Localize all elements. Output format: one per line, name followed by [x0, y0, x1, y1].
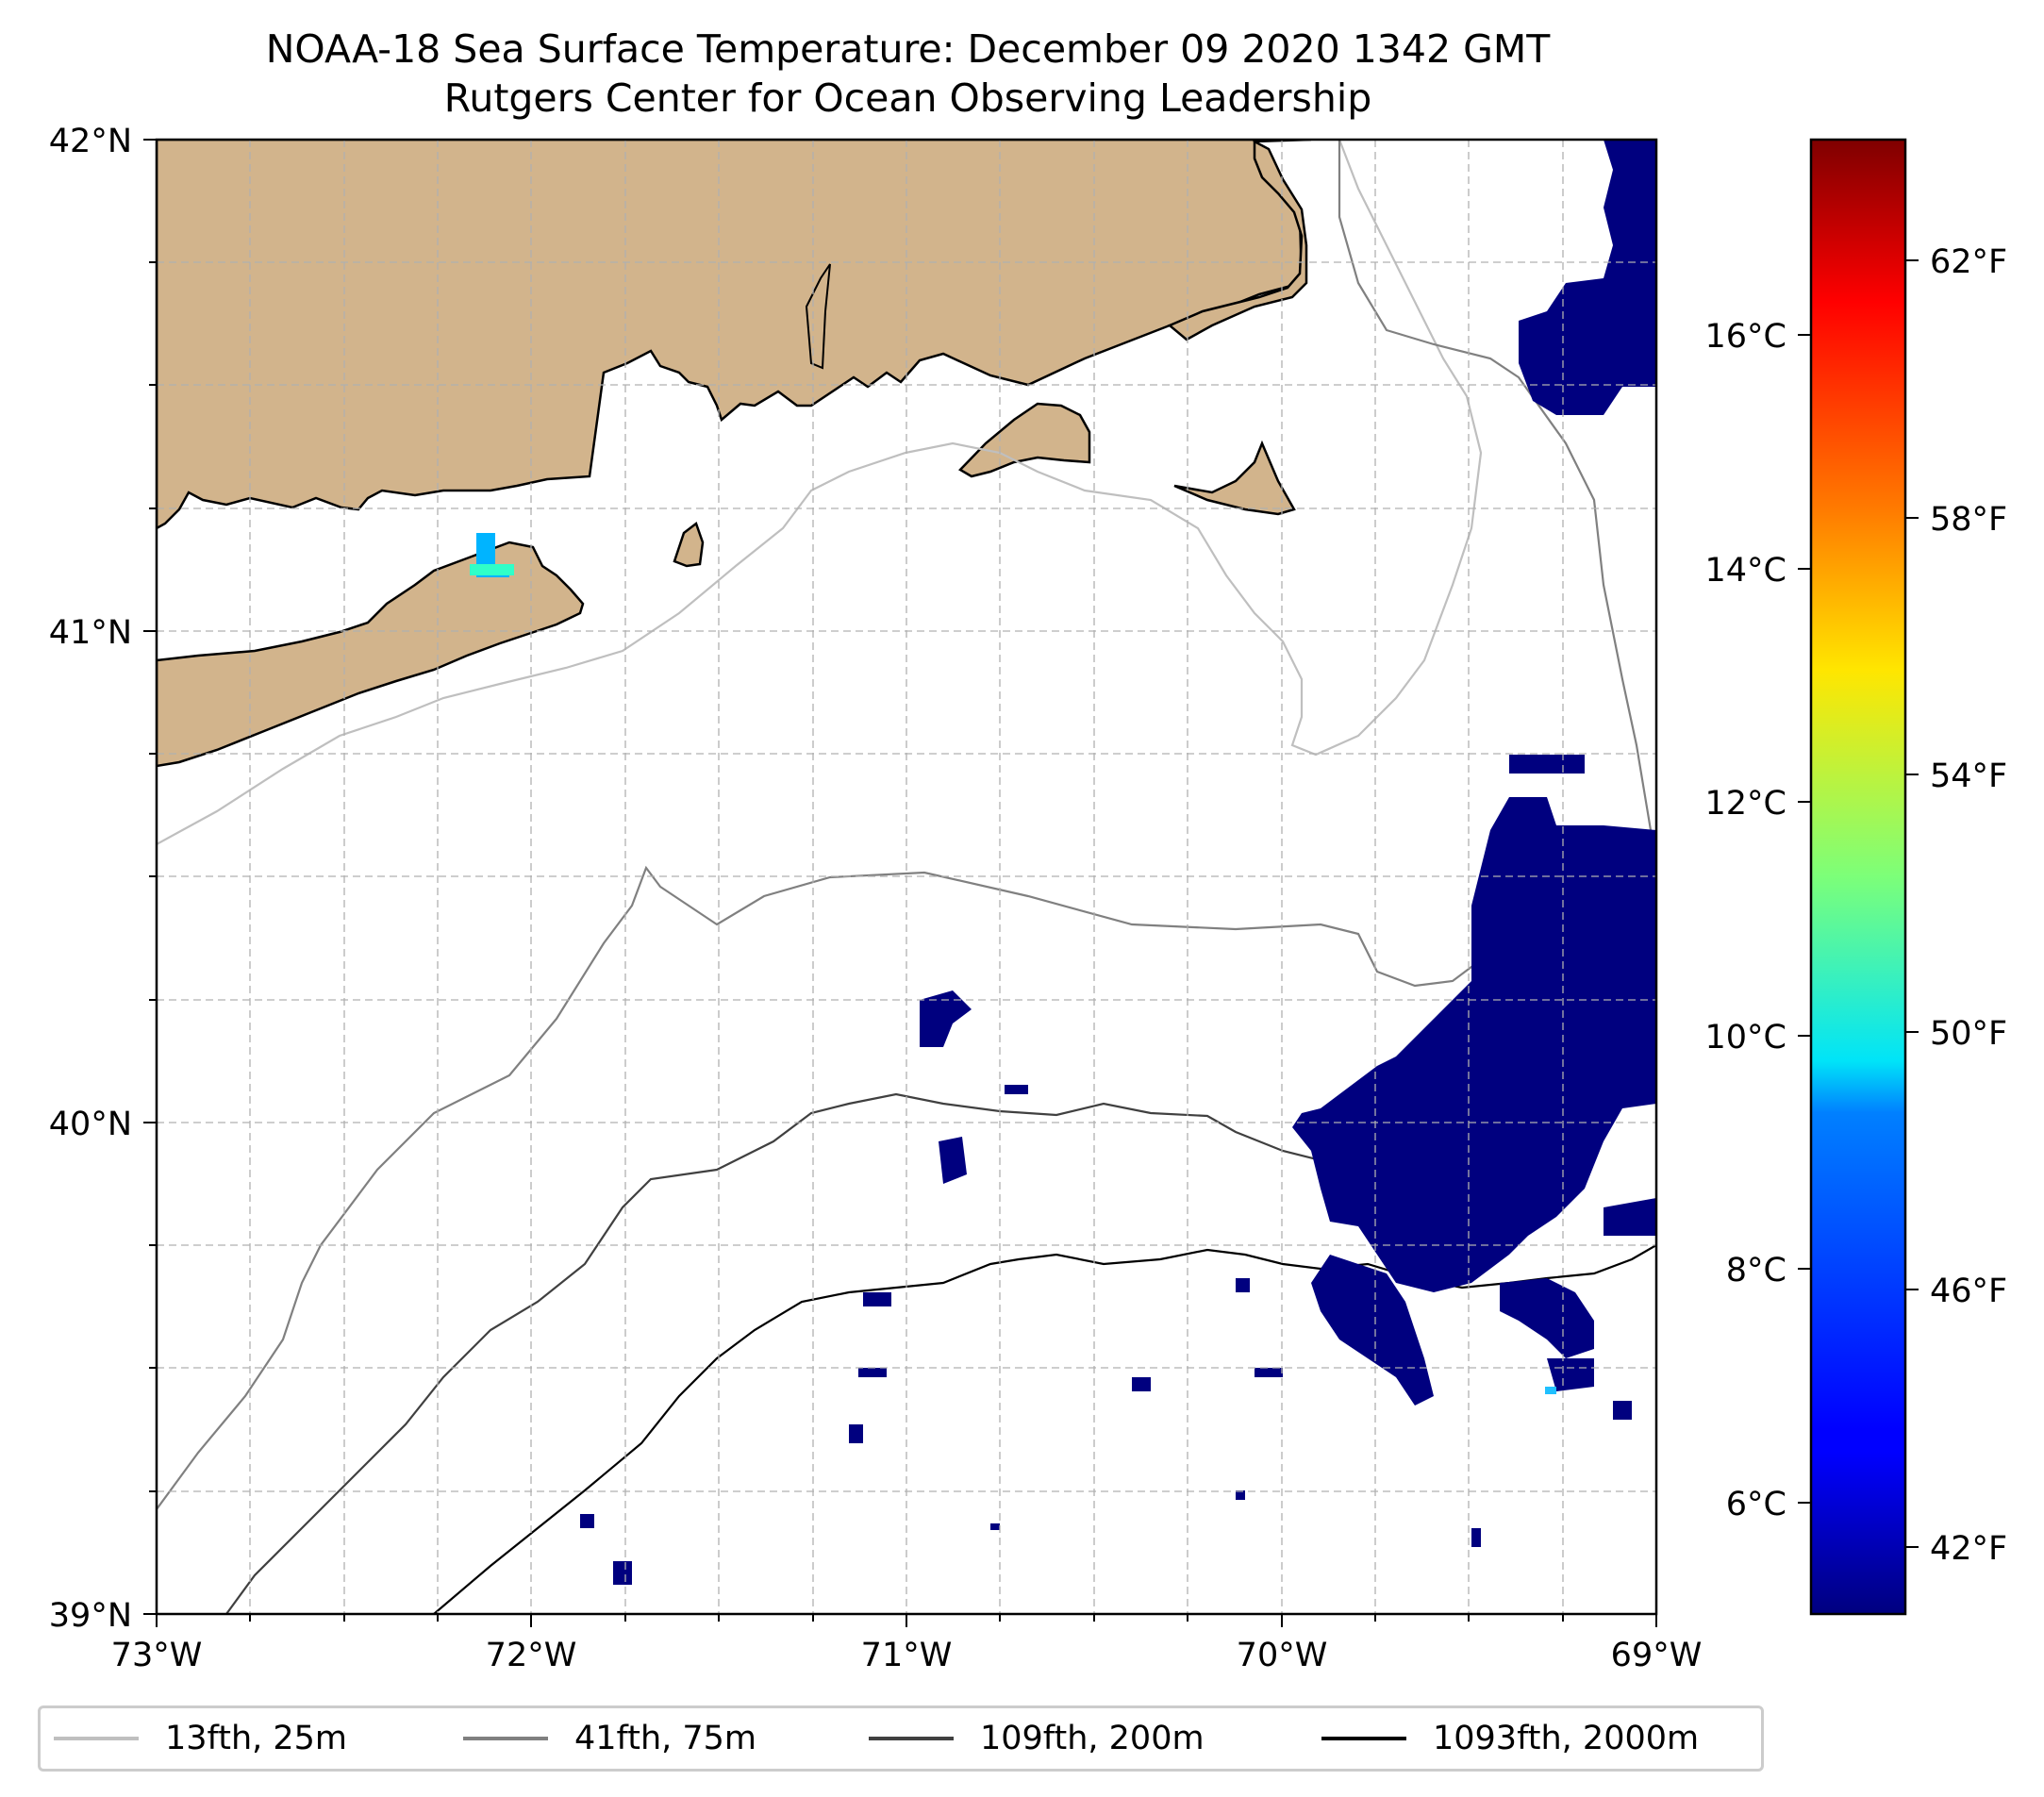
legend-item: 13fth, 25m — [54, 1708, 347, 1769]
colorbar — [1809, 138, 1907, 1616]
colorbar-fahrenheit-label: 62°F — [1930, 243, 2007, 281]
land-nantucket — [1173, 440, 1296, 516]
colorbar-celsius-label: 14°C — [1705, 552, 1786, 590]
lon-tick-label: 72°W — [486, 1637, 577, 1674]
map-subtitle: Rutgers Center for Ocean Observing Leade… — [443, 75, 1372, 121]
land-cape-cod — [1167, 140, 1308, 341]
legend-item: 41fth, 75m — [463, 1708, 756, 1769]
land-block-island — [673, 521, 705, 568]
contour-75m-north — [1338, 140, 1656, 907]
map-title: NOAA-18 Sea Surface Temperature: Decembe… — [265, 26, 1551, 72]
contour-2000m — [433, 1244, 1656, 1614]
colorbar-celsius-label: 12°C — [1705, 785, 1786, 823]
sst-patch-south-east — [1311, 1198, 1656, 1406]
colorbar-celsius-label: 6°C — [1726, 1486, 1786, 1523]
lon-tick-label: 71°W — [861, 1637, 953, 1674]
colorbar-fahrenheit-label: 58°F — [1930, 501, 2007, 539]
colorbar-fahrenheit-label: 54°F — [1930, 757, 2007, 795]
legend-line — [54, 1737, 139, 1740]
lon-tick-label: 70°W — [1237, 1637, 1328, 1674]
legend-line — [869, 1737, 954, 1740]
sst-patch-east-shelf — [1292, 755, 1656, 1292]
land-aquidneck — [805, 263, 831, 370]
lat-tick-label: 39°N — [49, 1597, 132, 1635]
legend-item: 109fth, 200m — [869, 1708, 1205, 1769]
legend-line — [463, 1737, 548, 1740]
lat-tick-label: 41°N — [49, 614, 132, 652]
contour-legend: 13fth, 25m 41fth, 75m 109fth, 200m 1093f… — [38, 1705, 1764, 1772]
legend-label: 41fth, 75m — [574, 1720, 757, 1757]
colorbar-fahrenheit-label: 46°F — [1930, 1273, 2007, 1310]
gridlines — [157, 140, 1656, 1614]
colorbar-celsius-label: 10°C — [1705, 1019, 1786, 1057]
land-long-island — [157, 541, 585, 768]
lon-tick-label: 69°W — [1611, 1637, 1703, 1674]
legend-label: 13fth, 25m — [165, 1720, 348, 1757]
legend-item: 1093fth, 2000m — [1321, 1708, 1699, 1769]
lon-tick-label: 73°W — [111, 1637, 203, 1674]
colorbar-celsius-label: 8°C — [1726, 1252, 1786, 1290]
sst-patch-gulf-of-maine — [1519, 140, 1656, 415]
sst-patch-coastal-cyan — [470, 564, 514, 575]
colorbar-celsius-label: 16°C — [1705, 318, 1786, 356]
sst-data-layer — [470, 140, 1656, 1585]
lat-tick-label: 42°N — [49, 123, 132, 160]
legend-label: 1093fth, 2000m — [1433, 1720, 1700, 1757]
colorbar-fahrenheit-label: 42°F — [1930, 1530, 2007, 1568]
contour-25m — [157, 140, 1483, 845]
legend-label: 109fth, 200m — [980, 1720, 1205, 1757]
legend-line — [1321, 1737, 1406, 1740]
colorbar-fahrenheit-label: 50°F — [1930, 1015, 2007, 1053]
lat-tick-label: 40°N — [49, 1106, 132, 1143]
land-marthas-vineyard — [957, 402, 1091, 478]
sst-patch-small-cyan — [1545, 1387, 1556, 1394]
